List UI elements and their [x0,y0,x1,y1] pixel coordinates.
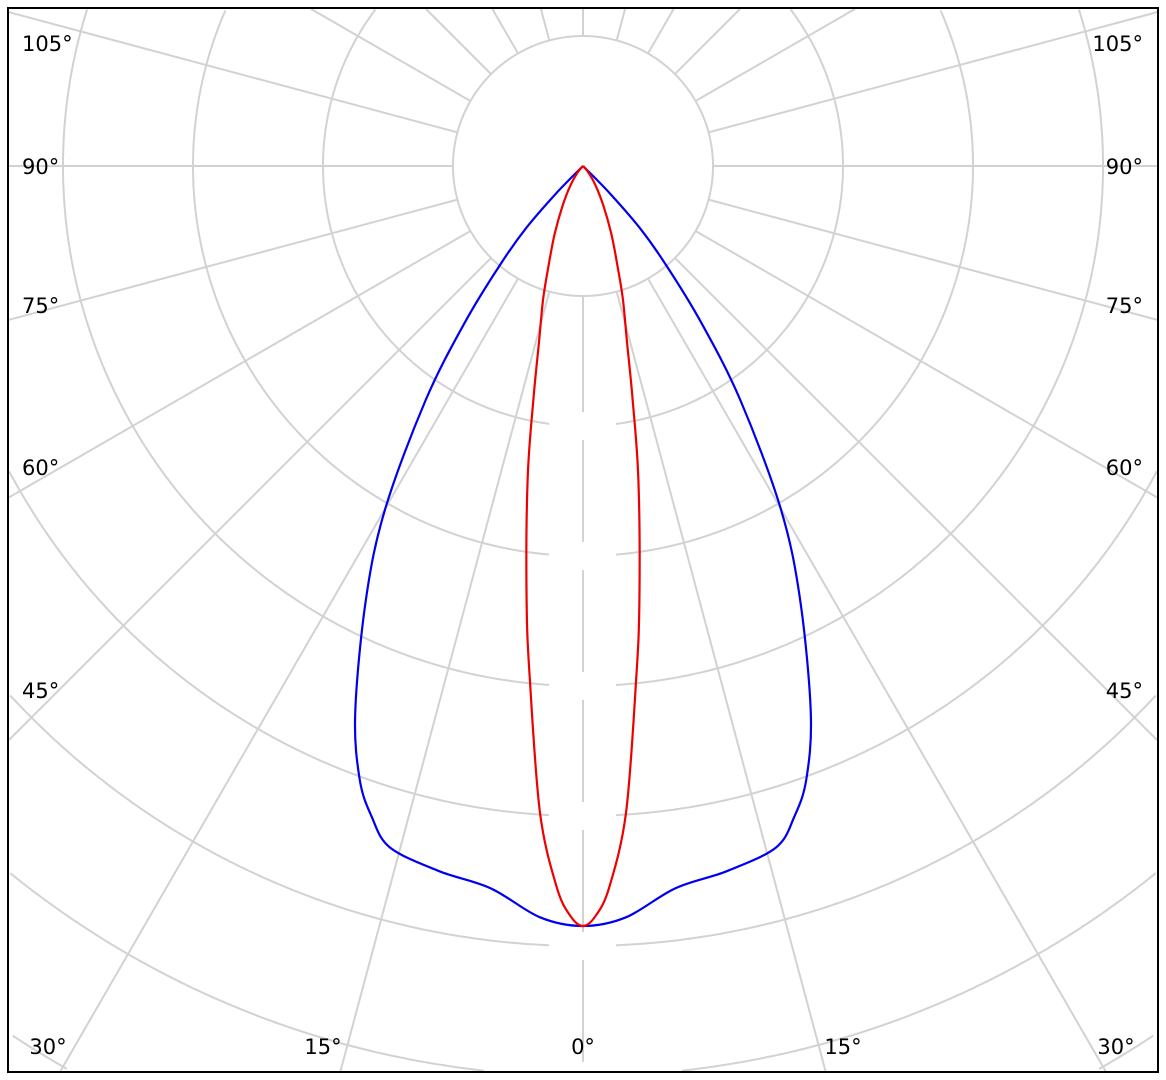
polar-grid [8,8,1158,1072]
angle-label-bottom: 30° [29,1035,66,1059]
series-curve-1 [525,165,641,928]
ring-label-gap [549,672,616,700]
grid-radial-line [674,257,1158,741]
grid-ring [12,1034,68,1070]
ring-label-gap [549,932,616,960]
grid-radial-line [491,8,519,54]
angle-labels: 105° 90° 75° 60° 45° 105° 90° 75° 60° 45° 30° 15° 0°… [22,32,1143,1059]
angle-label-left: 45° [22,679,59,703]
angle-label-bottom: 30° [1097,1035,1134,1059]
grid-radial-line [8,198,458,321]
angle-label-left: 90° [22,155,59,179]
grid-radial-line [695,8,856,102]
grid-radial-line [647,8,675,54]
angle-label-bottom: 0° [571,1035,595,1059]
angle-label-right: 90° [1106,155,1143,179]
angle-label-left: 105° [22,32,73,56]
ring-label-gap [549,802,616,830]
grid-radial-line [339,291,551,1072]
angle-label-bottom: 15° [824,1035,861,1059]
grid-radial-line [615,291,827,1072]
grid-radial-line [310,8,471,102]
grid-radial-line [425,8,492,75]
grid-radial-line [647,278,1107,1072]
grid-ring [1098,1034,1154,1070]
angle-label-left: 75° [22,294,59,318]
ring-label-gap [549,1062,616,1071]
angle-label-right: 45° [1106,679,1143,703]
grid-radial-line [695,230,1158,499]
grid-radial-line [674,8,741,75]
ring-label-gap [549,412,616,440]
grid-ring [681,872,1157,1072]
intensity-curves [353,165,813,928]
grid-ring [9,872,485,1072]
grid-radial-line [8,11,458,134]
grid-radial-line [708,11,1158,134]
grid-radial-line [8,257,492,741]
chart-frame [7,7,1159,1073]
angle-label-right: 60° [1106,456,1143,480]
grid-radial-line [615,8,627,41]
grid-radial-line [59,278,519,1072]
angle-label-bottom: 15° [304,1035,341,1059]
grid-radial-line [708,198,1158,321]
grid-radial-line [8,230,471,499]
ring-label-gap [549,542,616,570]
angle-label-right: 75° [1106,294,1143,318]
angle-label-left: 60° [22,456,59,480]
angle-label-right: 105° [1092,32,1143,56]
grid-radial-line [539,8,551,41]
